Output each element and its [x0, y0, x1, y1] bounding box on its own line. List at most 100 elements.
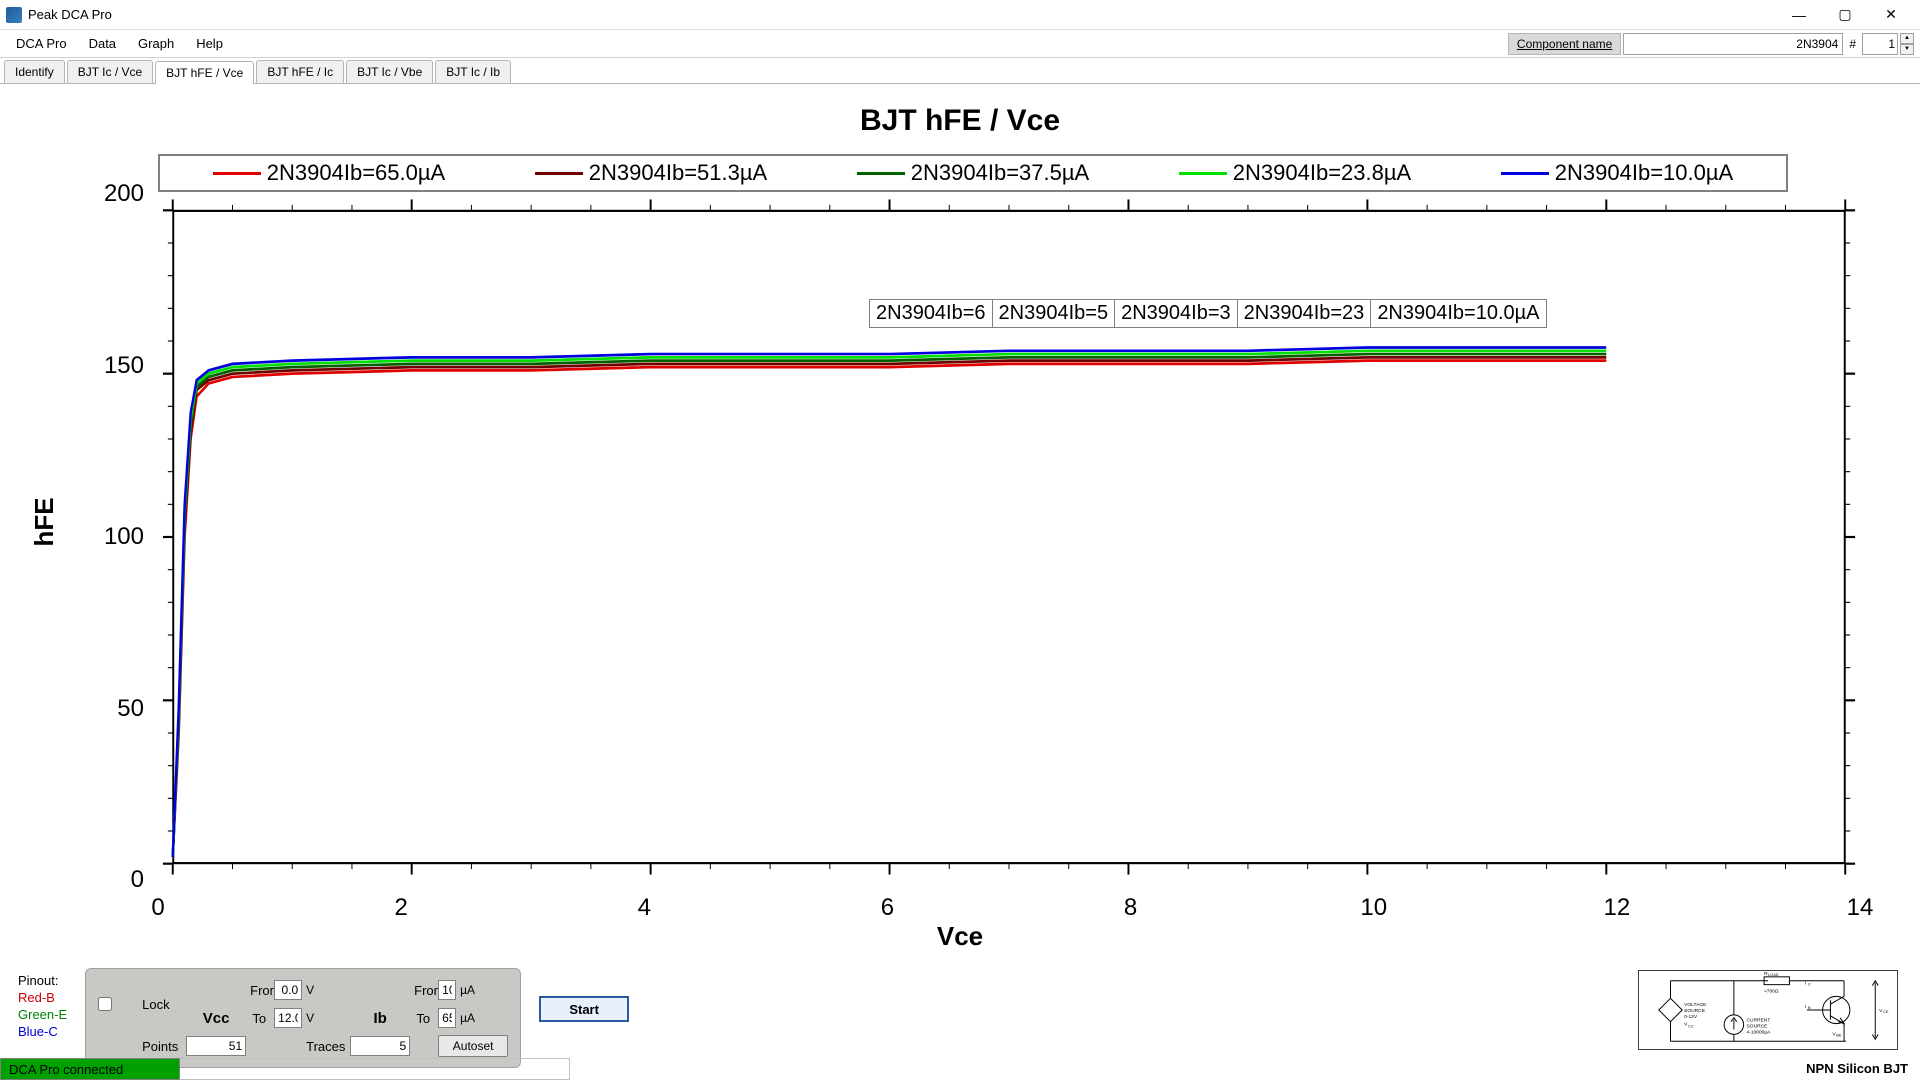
- traces-label: Traces: [306, 1039, 346, 1054]
- axis-tick-label: 100: [104, 523, 144, 551]
- ib-to-unit: µA: [460, 1011, 508, 1025]
- window-title: Peak DCA Pro: [28, 7, 112, 22]
- legend-item: 2N3904Ib=37.5µA: [857, 160, 1089, 186]
- status-bar: DCA Pro connected NPN Silicon BJT: [0, 1058, 1920, 1080]
- chart-tooltip: 2N3904Ib=3: [1114, 299, 1238, 328]
- pinout-blue: Blue-C: [18, 1023, 67, 1040]
- svg-text:C: C: [1808, 982, 1811, 987]
- app-icon: [6, 7, 22, 23]
- pinout-green: Green-E: [18, 1006, 67, 1023]
- vcc-to-label: To: [250, 1011, 270, 1026]
- tab-hfe-vce[interactable]: BJT hFE / Vce: [155, 61, 254, 84]
- axis-tick-label: 2: [394, 894, 407, 922]
- tab-ic-vce[interactable]: BJT Ic / Vce: [67, 60, 153, 83]
- ib-to-label: To: [414, 1011, 434, 1026]
- svg-text:I: I: [1805, 981, 1806, 987]
- ib-from-label: From: [414, 983, 434, 998]
- ib-to-input[interactable]: [438, 1008, 456, 1028]
- axis-tick-label: 4: [638, 894, 651, 922]
- ib-from-input[interactable]: [438, 980, 456, 1000]
- svg-text:SOURCE: SOURCE: [1684, 1008, 1706, 1014]
- vcc-to-input[interactable]: [274, 1008, 302, 1028]
- component-hash: #: [1845, 37, 1860, 51]
- pinout-title: Pinout:: [18, 972, 67, 989]
- menu-graph[interactable]: Graph: [128, 32, 184, 55]
- svg-text:CE: CE: [1883, 1009, 1889, 1014]
- tab-ic-vbe[interactable]: BJT Ic / Vbe: [346, 60, 433, 83]
- pinout-box: Pinout: Red-B Green-E Blue-C: [18, 968, 67, 1040]
- axis-tick-label: 12: [1603, 894, 1630, 922]
- vcc-from-label: From: [250, 983, 270, 998]
- autoset-button[interactable]: Autoset: [438, 1035, 508, 1057]
- chart-tooltip: 2N3904Ib=10.0µA: [1370, 299, 1546, 328]
- vcc-from-unit: V: [306, 983, 346, 997]
- legend-item: 2N3904Ib=10.0µA: [1501, 160, 1733, 186]
- axis-tick-label: 8: [1124, 894, 1137, 922]
- title-bar: Peak DCA Pro — ▢ ✕: [0, 0, 1920, 30]
- menu-help[interactable]: Help: [186, 32, 233, 55]
- svg-text:SOURCE: SOURCE: [1747, 1024, 1769, 1030]
- maximize-button[interactable]: ▢: [1822, 0, 1868, 30]
- svg-text:4-10000µA: 4-10000µA: [1747, 1029, 1772, 1035]
- component-name-input[interactable]: [1623, 33, 1843, 55]
- bottom-panel: Pinout: Red-B Green-E Blue-C From V From…: [18, 968, 1902, 1050]
- ib-from-unit: µA: [460, 983, 508, 997]
- chart-plot[interactable]: [158, 194, 1860, 880]
- chart-legend: 2N3904Ib=65.0µA 2N3904Ib=51.3µA 2N3904Ib=3…: [158, 154, 1788, 192]
- status-connected: DCA Pro connected: [0, 1058, 180, 1080]
- svg-text:0-12V: 0-12V: [1684, 1014, 1698, 1020]
- legend-item: 2N3904Ib=65.0µA: [213, 160, 445, 186]
- axis-tick-label: 6: [881, 894, 894, 922]
- tab-identify[interactable]: Identify: [4, 60, 65, 83]
- tab-bar: Identify BJT Ic / Vce BJT hFE / Vce BJT …: [0, 58, 1920, 84]
- circuit-diagram: VOLTAGESOURCE0-12V VCC CURRENTSOURCE4-10…: [1638, 970, 1898, 1050]
- component-num-input[interactable]: [1862, 33, 1898, 55]
- tab-ic-ib[interactable]: BJT Ic / Ib: [435, 60, 511, 83]
- menu-data[interactable]: Data: [79, 32, 126, 55]
- status-mid: [180, 1058, 570, 1080]
- lock-label: Lock: [142, 997, 182, 1012]
- tab-hfe-ic[interactable]: BJT hFE / Ic: [256, 60, 344, 83]
- vcc-from-input[interactable]: [274, 980, 302, 1000]
- control-panel: From V From µA Lock Vcc To V Ib To µA Po…: [85, 968, 521, 1068]
- x-axis-label: Vce: [937, 921, 983, 952]
- svg-text:B: B: [1808, 1005, 1811, 1010]
- vcc-to-unit: V: [306, 1011, 346, 1025]
- chart-tooltips: 2N3904Ib=62N3904Ib=52N3904Ib=32N3904Ib=2…: [870, 299, 1547, 328]
- points-label: Points: [142, 1039, 182, 1054]
- axis-tick-label: 50: [117, 695, 144, 723]
- axis-tick-label: 10: [1360, 894, 1387, 922]
- close-button[interactable]: ✕: [1868, 0, 1914, 30]
- axis-tick-label: 14: [1847, 894, 1874, 922]
- start-button[interactable]: Start: [539, 996, 629, 1022]
- chart-area: BJT hFE / Vce 2N3904Ib=65.0µA2N3904Ib=51…: [0, 84, 1920, 960]
- svg-text:I: I: [1805, 1004, 1806, 1010]
- legend-item: 2N3904Ib=23.8µA: [1179, 160, 1411, 186]
- component-name-label: Component name: [1508, 33, 1621, 55]
- svg-text:≈700Ω: ≈700Ω: [1764, 988, 1779, 994]
- svg-text:CC: CC: [1688, 1024, 1694, 1029]
- component-num-spinner[interactable]: ▲▼: [1900, 33, 1914, 55]
- chart-title: BJT hFE / Vce: [0, 104, 1920, 138]
- status-component-type: NPN Silicon BJT: [1794, 1058, 1920, 1080]
- svg-text:CURRENT: CURRENT: [1747, 1018, 1771, 1024]
- traces-input[interactable]: [350, 1036, 410, 1056]
- axis-tick-label: 150: [104, 352, 144, 380]
- points-input[interactable]: [186, 1036, 246, 1056]
- legend-item: 2N3904Ib=51.3µA: [535, 160, 767, 186]
- chart-tooltip: 2N3904Ib=5: [992, 299, 1116, 328]
- axis-tick-label: 0: [151, 894, 164, 922]
- axis-tick-label: 200: [104, 180, 144, 208]
- pinout-red: Red-B: [18, 989, 67, 1006]
- menu-bar: DCA Pro Data Graph Help Component name #…: [0, 30, 1920, 58]
- axis-tick-label: 0: [131, 866, 144, 894]
- svg-text:VOLTAGE: VOLTAGE: [1684, 1002, 1707, 1008]
- vcc-label: Vcc: [186, 1010, 246, 1027]
- chart-tooltip: 2N3904Ib=23: [1237, 299, 1372, 328]
- svg-text:BE: BE: [1836, 1032, 1842, 1037]
- minimize-button[interactable]: —: [1776, 0, 1822, 30]
- chart-tooltip: 2N3904Ib=6: [869, 299, 993, 328]
- menu-dca-pro[interactable]: DCA Pro: [6, 32, 77, 55]
- ib-label: Ib: [350, 1010, 410, 1027]
- lock-checkbox[interactable]: [98, 997, 112, 1011]
